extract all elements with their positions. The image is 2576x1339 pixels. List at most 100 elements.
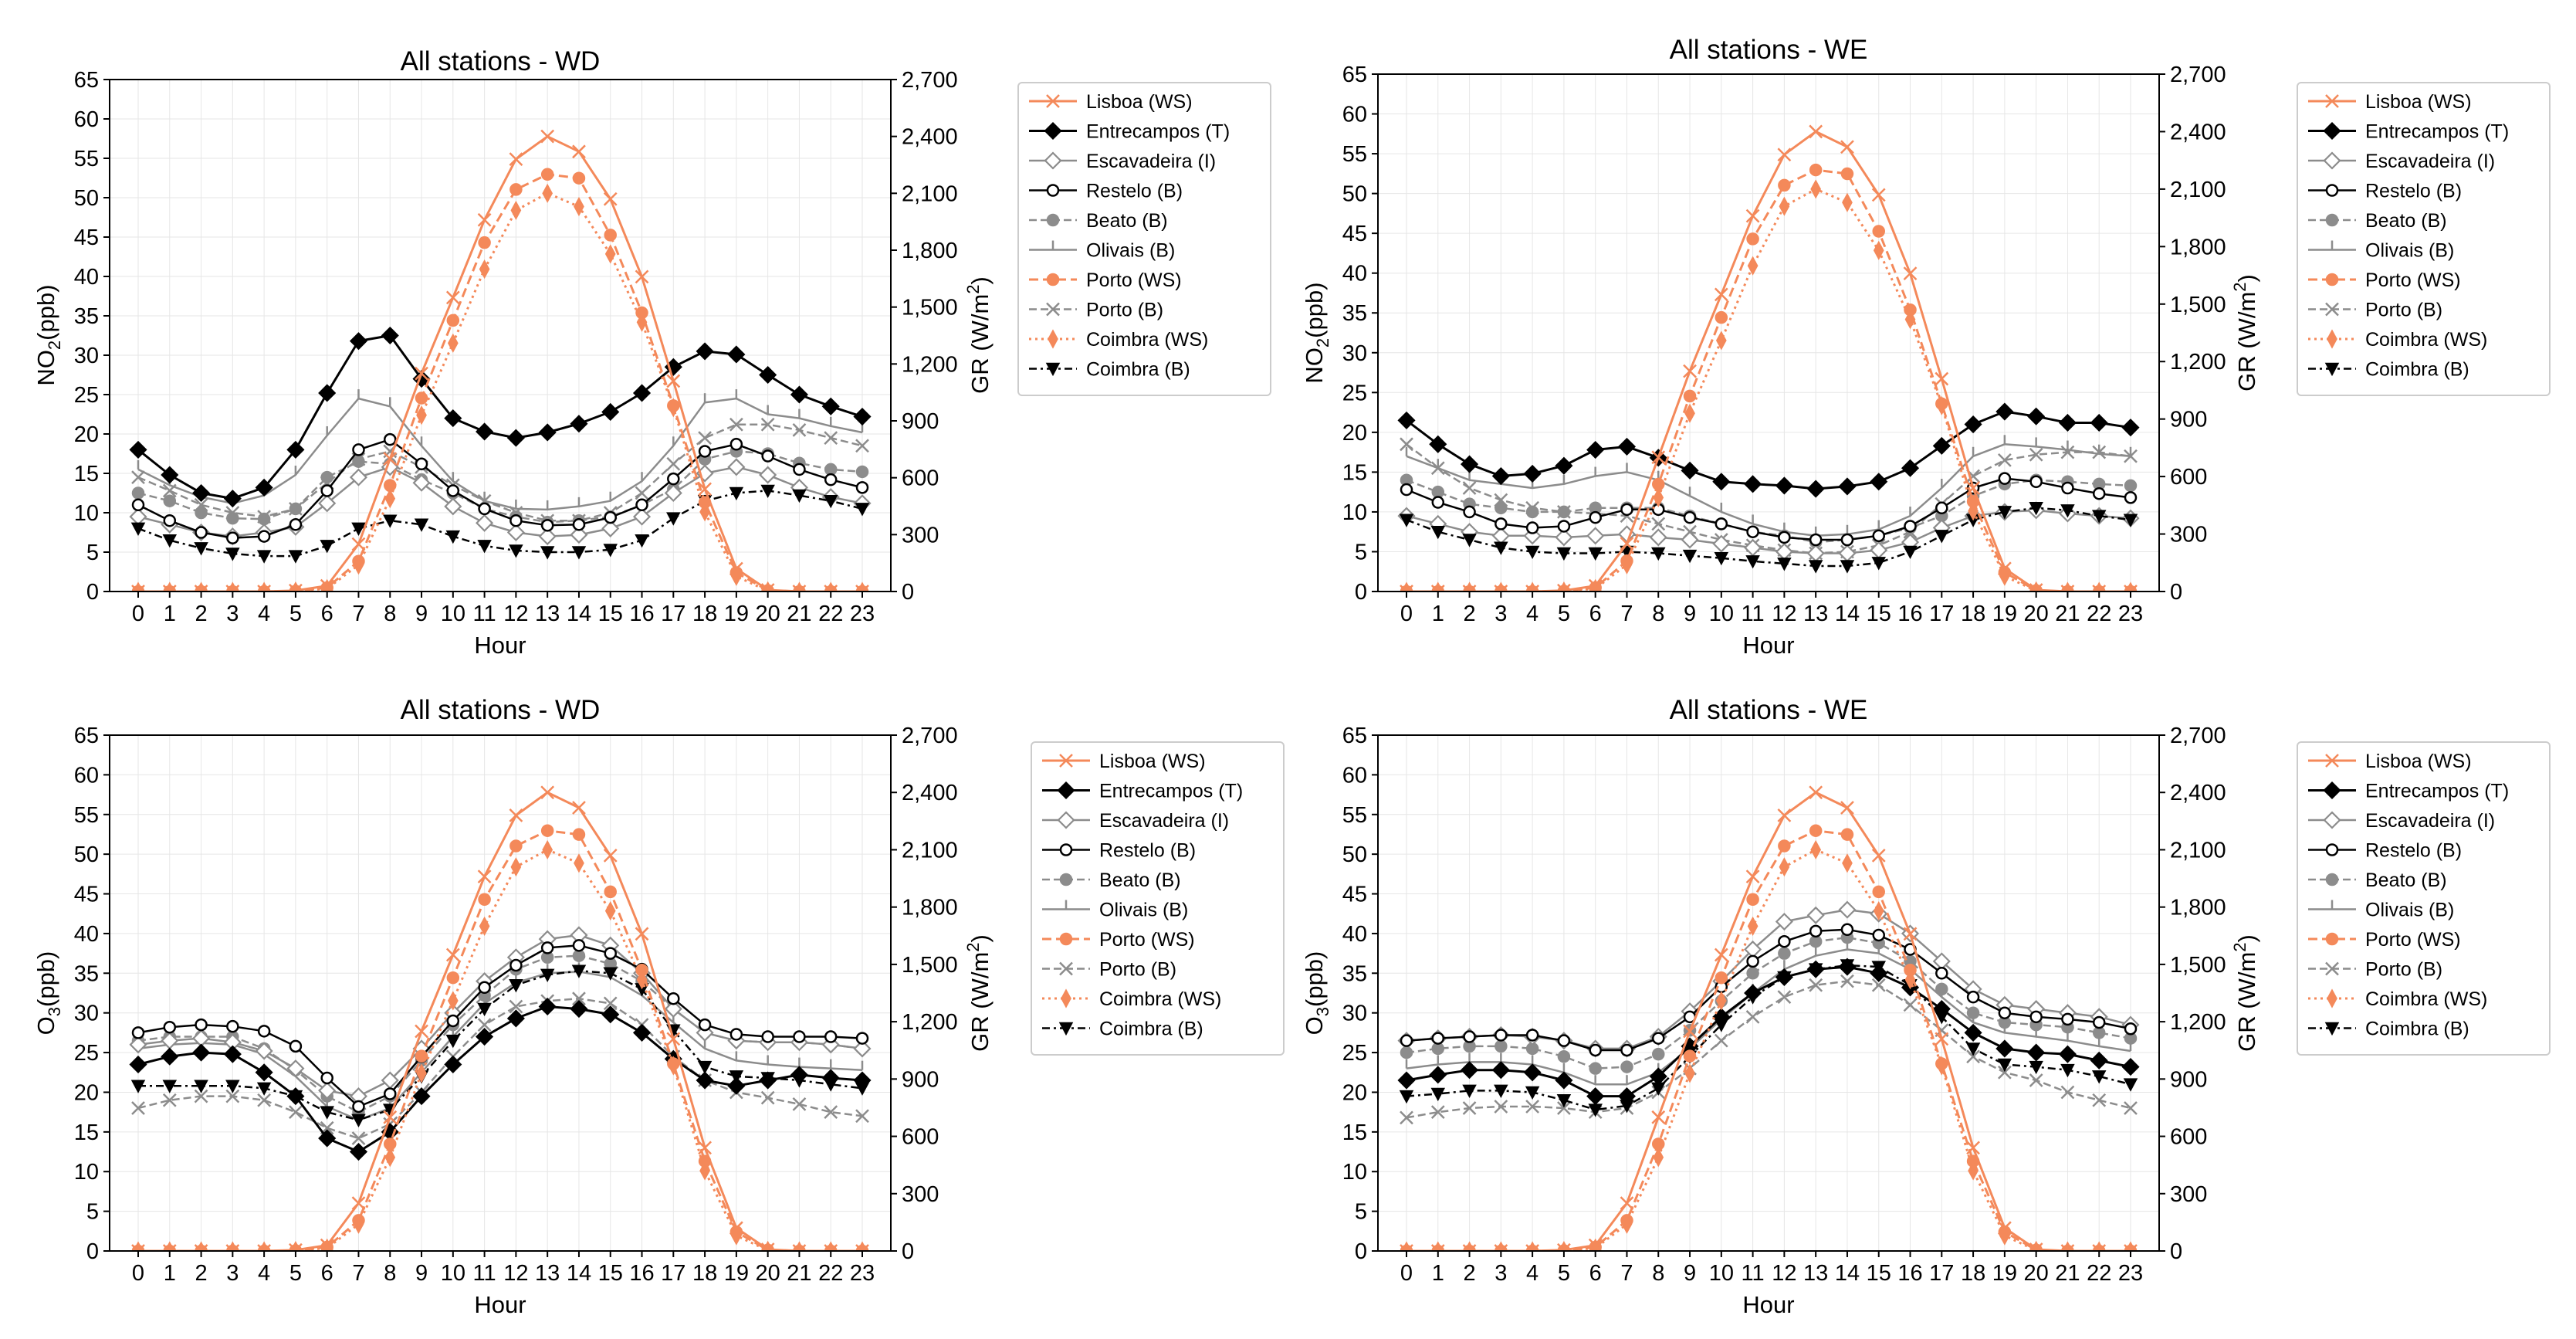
data-point — [604, 947, 617, 960]
data-point — [162, 585, 177, 592]
data-point — [351, 1114, 366, 1128]
data-point — [759, 1071, 777, 1090]
data-point — [635, 486, 649, 500]
series-porto-b — [1400, 974, 2138, 1125]
data-point — [446, 314, 460, 327]
data-point — [1745, 208, 1760, 223]
data-point — [727, 345, 746, 364]
data-point — [1997, 561, 2012, 576]
data-point — [1870, 473, 1888, 491]
y-axis-right: 0 300 600 900 1,200 1,500 1,800 2,100 2,400 2,700 — [2159, 63, 2226, 605]
legend-label: Coimbra (B) — [2365, 359, 2469, 381]
data-point — [1871, 978, 1886, 992]
y2-tick-label: 2,400 — [902, 781, 958, 805]
data-point — [1494, 1244, 1508, 1251]
data-point — [1555, 1071, 1573, 1090]
data-point — [2029, 475, 2043, 489]
legend-item-porto-b: Porto (B) — [1042, 959, 1176, 981]
data-point — [1463, 505, 1476, 519]
data-point — [1712, 473, 1731, 491]
data-point — [540, 168, 554, 181]
series-line — [137, 954, 863, 1114]
data-point — [1652, 1032, 1665, 1045]
y2-tick-label: 2,400 — [902, 125, 958, 150]
x-tick-label: 13 — [1803, 1261, 1828, 1286]
data-point — [1775, 476, 1793, 495]
series-line — [1406, 948, 2131, 1086]
data-point — [572, 144, 586, 159]
legend-marker — [1046, 184, 1060, 197]
data-point — [540, 129, 555, 144]
y-axis-right: 0 300 600 900 1,200 1,500 1,800 2,100 2,400 2,700 — [891, 724, 958, 1264]
data-point — [604, 244, 616, 264]
legend-label: Porto (WS) — [1086, 269, 1182, 291]
y2-tick-label: 2,100 — [902, 838, 958, 863]
legend-marker — [1061, 988, 1071, 1008]
data-point — [571, 546, 587, 560]
x-tick-label: 10 — [441, 602, 465, 626]
y2-tick-label: 2,100 — [2170, 178, 2226, 202]
data-point — [1775, 542, 1793, 561]
data-point — [1872, 885, 1885, 899]
data-point — [288, 550, 303, 564]
data-point — [476, 514, 494, 532]
data-point — [1652, 1047, 1665, 1061]
legend-marker — [2325, 213, 2339, 227]
data-point — [603, 967, 618, 981]
data-point — [1620, 503, 1633, 517]
y2-tick-label: 1,500 — [902, 296, 958, 320]
data-point — [570, 415, 588, 433]
data-point — [1964, 415, 1982, 434]
data-point — [1400, 437, 1413, 452]
data-point — [1462, 534, 1477, 547]
y-tick-label: 20 — [74, 422, 99, 447]
y-axis-left: 0 5 10 15 20 25 30 35 40 45 50 55 60 65 — [1342, 724, 1378, 1264]
data-point — [1494, 517, 1508, 531]
data-point — [1842, 192, 1853, 212]
data-point — [1684, 1063, 1695, 1083]
data-point — [1998, 1006, 2012, 1019]
data-point — [697, 1060, 713, 1075]
y-tick-label: 55 — [74, 147, 99, 171]
data-point — [1400, 483, 1413, 497]
data-point — [824, 585, 838, 592]
data-point — [162, 534, 178, 548]
data-point — [2029, 1010, 2043, 1024]
legend-marker — [1045, 362, 1061, 377]
data-point — [538, 527, 557, 546]
legend-marker — [2325, 932, 2339, 946]
data-point — [1872, 529, 1885, 543]
data-point — [1430, 585, 1445, 592]
data-point — [289, 518, 303, 531]
x-tick-label: 5 — [1558, 602, 1570, 626]
y-tick-label: 60 — [1342, 103, 1367, 127]
y2-tick-label: 1,500 — [2170, 953, 2226, 978]
y2-tick-label: 300 — [2170, 523, 2207, 547]
data-point — [131, 1026, 145, 1039]
data-point — [540, 824, 554, 837]
data-point — [383, 1110, 398, 1124]
legend-marker — [1057, 811, 1075, 829]
data-point — [1997, 1065, 2012, 1080]
y-tick-label: 55 — [1342, 803, 1367, 828]
y-tick-label: 25 — [1342, 1041, 1367, 1066]
data-point — [349, 1142, 368, 1161]
data-point — [1810, 179, 1822, 199]
series-layer — [1397, 785, 2140, 1251]
legend-label: Coimbra (WS) — [2365, 988, 2487, 1010]
data-point — [1904, 303, 1917, 317]
data-point — [1935, 1057, 1948, 1070]
y2-tick-label: 1,800 — [902, 239, 958, 263]
series-line — [1406, 936, 2131, 1070]
data-point — [1871, 848, 1886, 863]
data-point — [1838, 544, 1857, 563]
data-point — [1682, 549, 1698, 564]
y-tick-label: 5 — [1355, 1200, 1367, 1225]
data-point — [479, 259, 490, 280]
data-point — [824, 1244, 838, 1251]
data-point — [1806, 906, 1825, 924]
y-axis-left: 0 5 10 15 20 25 30 35 40 45 50 55 60 65 — [1342, 63, 1378, 605]
data-point — [1494, 1100, 1508, 1114]
x-tick-label: 20 — [2024, 602, 2049, 626]
data-point — [1400, 585, 1413, 592]
